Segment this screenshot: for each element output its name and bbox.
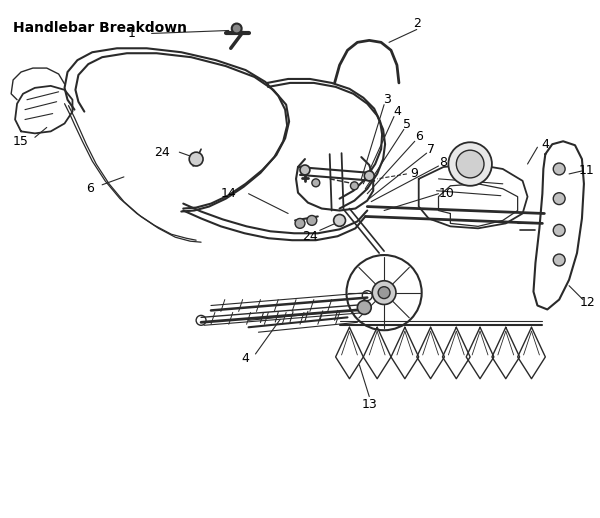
Text: 5: 5	[403, 118, 411, 131]
Text: 6: 6	[86, 182, 94, 195]
Text: 7: 7	[427, 142, 434, 156]
Circle shape	[295, 219, 305, 228]
Text: 24: 24	[302, 230, 318, 243]
Circle shape	[232, 23, 242, 34]
Text: 11: 11	[579, 164, 595, 178]
Circle shape	[189, 152, 203, 166]
Circle shape	[334, 214, 346, 226]
Circle shape	[372, 281, 396, 305]
Text: 14: 14	[221, 187, 236, 200]
Text: 8: 8	[439, 155, 448, 168]
Text: 4: 4	[242, 352, 250, 365]
Circle shape	[457, 150, 484, 178]
Circle shape	[378, 286, 390, 298]
Text: 15: 15	[13, 135, 29, 148]
Circle shape	[553, 163, 565, 175]
Circle shape	[300, 165, 310, 175]
Circle shape	[553, 193, 565, 205]
Text: 13: 13	[361, 398, 377, 411]
Text: 4: 4	[393, 105, 401, 118]
Text: 2: 2	[413, 17, 421, 30]
Circle shape	[358, 300, 371, 314]
Text: 1: 1	[128, 27, 136, 40]
Text: 24: 24	[154, 146, 169, 159]
Circle shape	[312, 179, 320, 187]
Circle shape	[553, 254, 565, 266]
Text: 9: 9	[410, 167, 418, 180]
Circle shape	[553, 224, 565, 236]
Circle shape	[448, 142, 492, 186]
Text: 4: 4	[541, 138, 549, 151]
Text: Handlebar Breakdown: Handlebar Breakdown	[13, 21, 187, 35]
Circle shape	[364, 171, 374, 181]
Circle shape	[350, 182, 358, 190]
Text: 6: 6	[415, 130, 422, 143]
Text: 12: 12	[580, 296, 596, 309]
Text: 3: 3	[383, 93, 391, 106]
Text: 10: 10	[439, 187, 454, 200]
Circle shape	[307, 215, 317, 225]
